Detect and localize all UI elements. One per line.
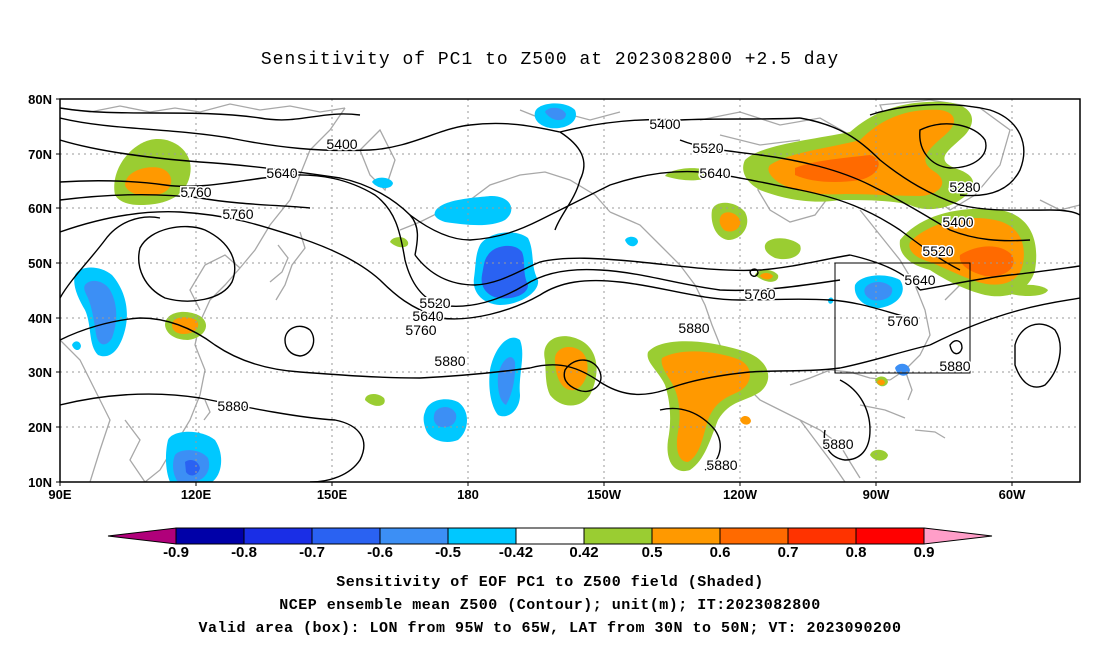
colorbar-swatch (855, 527, 925, 545)
lat-label: 10N (28, 475, 52, 490)
contour-label: 5640 (266, 165, 297, 181)
lat-label: 40N (28, 311, 52, 326)
contour-label: 5880 (678, 320, 709, 336)
map-panel: 5400 5400 5520 5640 5640 5760 5760 5520 … (28, 92, 1081, 560)
contour-label: 5760 (222, 206, 253, 222)
lat-label: 70N (28, 147, 52, 162)
contour-label: 5880 (939, 358, 970, 374)
contour-label: 5880 (434, 353, 465, 369)
lat-label: 60N (28, 201, 52, 216)
contour-labels: 5400 5400 5520 5640 5640 5760 5760 5520 … (179, 115, 982, 475)
colorbar-tick: -0.42 (499, 544, 533, 560)
lat-label: 30N (28, 365, 52, 380)
contour-label: 5760 (744, 286, 775, 302)
colorbar-swatch (311, 527, 381, 545)
colorbar-swatch (447, 527, 517, 545)
contour-label: 5640 (412, 308, 443, 324)
lat-axis: 80N 70N 60N 50N 40N 30N 20N 10N (28, 92, 52, 490)
contour-label: 5520 (692, 140, 723, 156)
valid-area-box (834, 262, 971, 374)
colorbar-swatch (243, 527, 313, 545)
colorbar-swatch (515, 527, 585, 545)
colorbar-tick: 0.5 (642, 544, 663, 560)
colorbar-tick: 0.8 (846, 544, 867, 560)
plot-title: Sensitivity of PC1 to Z500 at 2023082800… (260, 50, 840, 70)
lon-label: 60W (999, 487, 1026, 502)
contour-label: 5400 (326, 136, 357, 152)
colorbar-swatch (787, 527, 857, 545)
lon-label: 180 (457, 487, 479, 502)
contour-label: 5520 (922, 243, 953, 259)
lat-label: 80N (28, 92, 52, 107)
colorbar-left-triangle (107, 527, 177, 545)
lat-label: 20N (28, 420, 52, 435)
contour-label: 5880 (822, 436, 853, 452)
contour-label: 5880 (706, 457, 737, 473)
contour-label: 5640 (904, 272, 935, 288)
tick-marks (56, 98, 1013, 486)
colorbar-tick: 0.6 (710, 544, 731, 560)
shading-negative (72, 103, 910, 482)
footer-valid-area-caption: Valid area (box): LON from 95W to 65W, L… (198, 620, 902, 637)
contour-label: 5760 (180, 184, 211, 200)
contour-label: 5760 (887, 313, 918, 329)
colorbar-tick: -0.6 (367, 544, 393, 560)
footer-shading-caption: Sensitivity of EOF PC1 to Z500 field (Sh… (336, 574, 764, 591)
contour-label: 5640 (699, 165, 730, 181)
lon-label: 150E (317, 487, 348, 502)
lon-label: 90W (863, 487, 890, 502)
colorbar-ticks: -0.9 -0.8 -0.7 -0.6 -0.5 -0.42 0.42 0.5 … (163, 544, 934, 560)
colorbar-tick: 0.9 (914, 544, 935, 560)
colorbar-tick: -0.8 (231, 544, 257, 560)
map-frame (59, 98, 1081, 483)
colorbar-swatch (175, 527, 245, 545)
lon-label: 120W (723, 487, 758, 502)
lon-label: 90E (48, 487, 71, 502)
colorbar (107, 527, 993, 545)
contour-label: 5880 (217, 398, 248, 414)
colorbar-tick: -0.5 (435, 544, 461, 560)
colorbar-right-triangle (923, 527, 993, 545)
colorbar-tick: 0.42 (569, 544, 598, 560)
contour-label: 5400 (942, 214, 973, 230)
colorbar-swatch (379, 527, 449, 545)
lon-axis: 90E 120E 150E 180 150W 120W 90W 60W (48, 487, 1026, 502)
colorbar-swatch (583, 527, 653, 545)
contour-label: 5760 (405, 322, 436, 338)
lon-label: 120E (181, 487, 212, 502)
footer-contour-caption: NCEP ensemble mean Z500 (Contour); unit(… (279, 597, 821, 614)
colorbar-swatch (651, 527, 721, 545)
colorbar-tick: 0.7 (778, 544, 799, 560)
contour-label: 5400 (649, 116, 680, 132)
contour-label: 5520 (419, 295, 450, 311)
lon-label: 150W (587, 487, 622, 502)
contour-label: 5280 (949, 179, 980, 195)
grid-lines (60, 99, 1080, 482)
colorbar-swatch (719, 527, 789, 545)
lat-label: 50N (28, 256, 52, 271)
colorbar-tick: -0.9 (163, 544, 189, 560)
colorbar-tick: -0.7 (299, 544, 325, 560)
z500-contours (60, 103, 1080, 482)
